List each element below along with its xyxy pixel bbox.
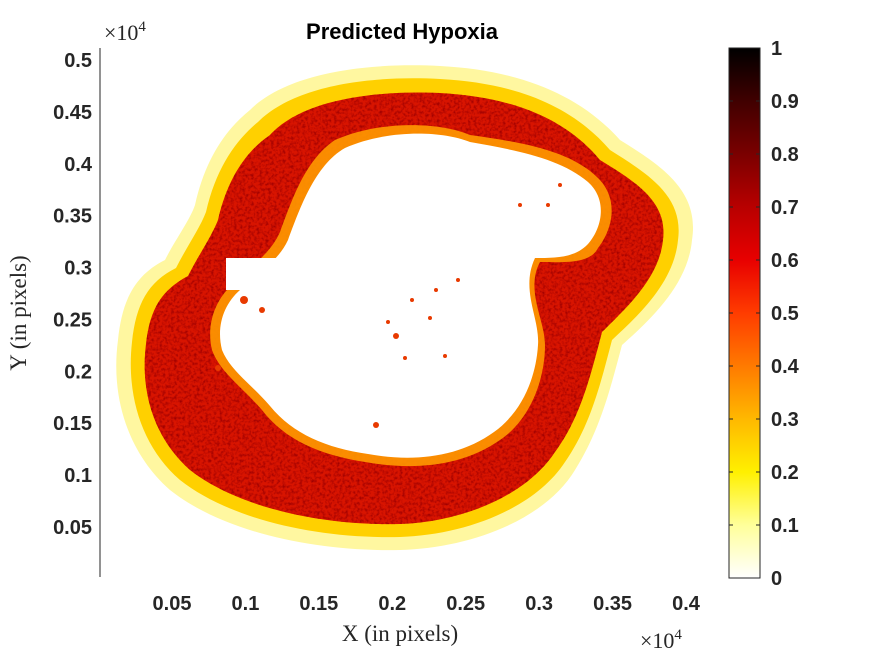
colorbar-tick-label: 0	[771, 568, 782, 590]
x-tick-label: 0.25	[446, 593, 485, 615]
chart-title: Predicted Hypoxia	[306, 19, 499, 44]
y-tick-label: 0.5	[64, 50, 92, 72]
colorbar-tick-label: 0.1	[771, 515, 799, 537]
colorbar-tick-label: 1	[771, 38, 782, 60]
core-notch	[226, 258, 316, 290]
y-tick-label: 0.05	[53, 517, 92, 539]
colorbar-tick-label: 0.5	[771, 303, 799, 325]
y-tick-label: 0.2	[64, 361, 92, 383]
colorbar-tick-label: 0.4	[771, 356, 800, 378]
y-tick-label: 0.25	[53, 309, 92, 331]
colorbar-gradient	[728, 47, 761, 579]
y-tick-label: 0.3	[64, 258, 92, 280]
x-tick-label: 0.3	[525, 593, 553, 615]
y-tick-label: 0.4	[64, 154, 93, 176]
colorbar-tick-label: 0.6	[771, 250, 799, 272]
colorbar-tick-label: 0.8	[771, 144, 799, 166]
colorbar-tick-label: 0.9	[771, 91, 799, 113]
x-tick-label: 0.35	[593, 593, 632, 615]
x-tick-label: 0.1	[232, 593, 260, 615]
core-speckles	[215, 183, 562, 428]
colorbar-tick-label: 0.3	[771, 409, 799, 431]
x-tick-label: 0.05	[153, 593, 192, 615]
x-multiplier: ×104	[640, 627, 682, 653]
x-tick-labels: 0.05 0.1 0.15 0.2 0.25 0.3 0.35 0.4	[153, 593, 701, 615]
y-tick-label: 0.15	[53, 413, 92, 435]
plot-axes: 0.05 0.1 0.15 0.2 0.25 0.3 0.35 0.4 0.05 0.1 0.15…	[53, 48, 701, 615]
y-axis-label: Y (in pixels)	[6, 255, 31, 370]
y-tick-labels: 0.05 0.1 0.15 0.2 0.25 0.3 0.35 0.4 0.45 0.5	[53, 50, 93, 539]
necrotic-core	[220, 133, 601, 458]
y-tick-label: 0.45	[53, 102, 92, 124]
colorbar-tick-labels: 0 0.1 0.2 0.3 0.4 0.5 0.6 0.7 0.8 0.9 1	[729, 38, 800, 590]
x-tick-label: 0.2	[378, 593, 406, 615]
y-multiplier: ×104	[104, 19, 146, 45]
x-axis-label: X (in pixels)	[342, 621, 458, 646]
x-tick-label: 0.4	[672, 593, 701, 615]
colorbar: 0 0.1 0.2 0.3 0.4 0.5 0.6 0.7 0.8 0.9 1	[728, 38, 800, 590]
colorbar-tick-label: 0.7	[771, 197, 799, 219]
y-tick-label: 0.35	[53, 206, 92, 228]
x-tick-label: 0.15	[299, 593, 338, 615]
colorbar-tick-label: 0.2	[771, 462, 799, 484]
hypoxia-heatmap	[116, 65, 694, 551]
y-tick-label: 0.1	[64, 465, 92, 487]
